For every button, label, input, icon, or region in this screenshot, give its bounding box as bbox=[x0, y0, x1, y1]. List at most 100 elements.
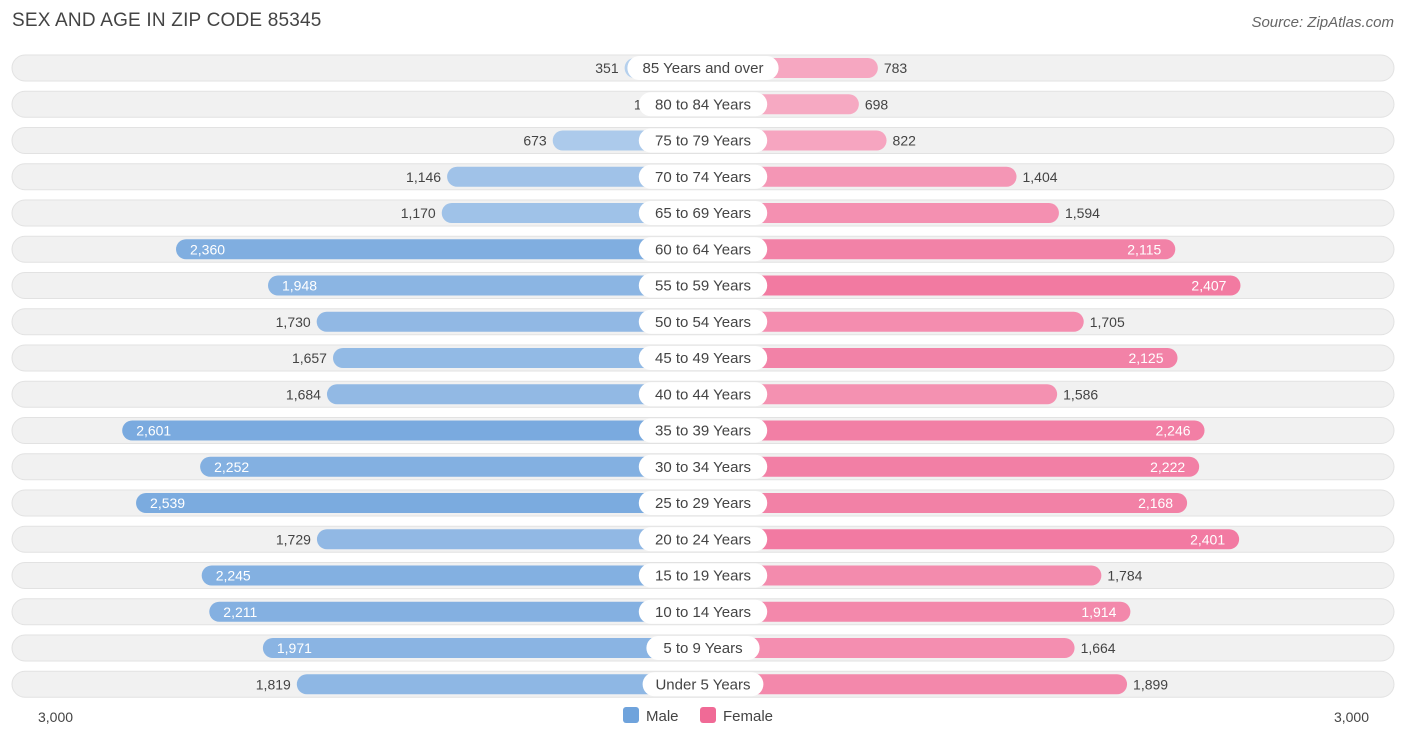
female-bar bbox=[693, 420, 1205, 441]
category-pill bbox=[638, 563, 768, 588]
category-pill bbox=[638, 491, 768, 515]
category-pill bbox=[638, 164, 768, 189]
category-label: 60 to 64 Years bbox=[655, 241, 751, 258]
male-value-label: 1,948 bbox=[282, 278, 317, 294]
category-pill bbox=[638, 527, 768, 552]
category-pill bbox=[638, 273, 768, 298]
male-bar bbox=[268, 275, 713, 296]
category-label: 85 Years and over bbox=[643, 60, 764, 77]
category-pill bbox=[627, 56, 779, 80]
female-bar bbox=[693, 239, 1176, 260]
legend-male-swatch bbox=[623, 707, 639, 723]
female-bar bbox=[693, 348, 1178, 368]
category-pill bbox=[646, 636, 760, 660]
category-label: 10 to 14 Years bbox=[655, 604, 751, 621]
male-value-label: 1,657 bbox=[292, 350, 327, 366]
male-value-label: 2,211 bbox=[223, 604, 257, 620]
female-value-label: 2,125 bbox=[1128, 350, 1163, 366]
male-value-label: 2,245 bbox=[216, 568, 251, 584]
category-label: 40 to 44 Years bbox=[655, 386, 751, 403]
category-pill bbox=[638, 237, 768, 262]
male-value-label: 1,819 bbox=[256, 676, 291, 692]
chart-source: Source: ZipAtlas.com bbox=[1251, 14, 1394, 31]
male-bar bbox=[136, 493, 713, 513]
category-pill bbox=[642, 672, 764, 697]
female-value-label: 1,404 bbox=[1023, 169, 1058, 185]
female-value-label: 2,168 bbox=[1138, 495, 1173, 511]
male-bar bbox=[200, 456, 713, 477]
male-bar bbox=[326, 384, 713, 405]
female-value-label: 1,705 bbox=[1090, 314, 1125, 330]
male-bar bbox=[209, 601, 714, 622]
male-bar bbox=[316, 311, 713, 332]
category-label: 75 to 79 Years bbox=[655, 133, 751, 150]
category-label: 50 to 54 Years bbox=[655, 314, 751, 331]
male-bar bbox=[201, 565, 713, 586]
female-value-label: 1,899 bbox=[1133, 676, 1168, 692]
female-value-label: 2,401 bbox=[1190, 531, 1225, 547]
male-value-label: 2,539 bbox=[150, 495, 185, 511]
male-bar bbox=[296, 674, 713, 695]
female-bar bbox=[693, 203, 1059, 223]
category-pill bbox=[638, 599, 768, 624]
female-bar bbox=[693, 565, 1102, 586]
female-bar bbox=[693, 166, 1017, 187]
female-bar bbox=[693, 311, 1084, 332]
female-value-label: 1,586 bbox=[1063, 386, 1098, 402]
category-pill bbox=[638, 418, 768, 443]
female-bar bbox=[693, 384, 1058, 405]
female-bar bbox=[693, 275, 1241, 296]
female-bar bbox=[693, 674, 1128, 695]
male-value-label: 2,252 bbox=[214, 459, 249, 475]
category-label: 15 to 19 Years bbox=[655, 568, 751, 585]
male-value-label: 1,729 bbox=[276, 531, 311, 547]
category-pill bbox=[638, 309, 768, 334]
category-pill bbox=[638, 128, 768, 153]
male-value-label: 1,146 bbox=[406, 169, 441, 185]
female-bar bbox=[693, 529, 1240, 550]
female-value-label: 2,115 bbox=[1127, 241, 1161, 257]
chart-title: SEX AND AGE IN ZIP CODE 85345 bbox=[12, 10, 322, 31]
female-value-label: 1,594 bbox=[1065, 205, 1100, 221]
male-value-label: 1,684 bbox=[286, 386, 321, 402]
category-label: 70 to 74 Years bbox=[655, 169, 751, 186]
female-bar bbox=[693, 456, 1200, 477]
female-bar bbox=[693, 493, 1188, 513]
category-label: 20 to 24 Years bbox=[655, 531, 751, 548]
male-bar bbox=[332, 348, 713, 368]
category-label: 30 to 34 Years bbox=[655, 459, 751, 476]
category-pill bbox=[638, 92, 768, 117]
male-value-label: 1,730 bbox=[276, 314, 311, 330]
male-bar bbox=[262, 638, 713, 658]
female-value-label: 822 bbox=[893, 133, 917, 149]
legend-female-label: Female bbox=[723, 708, 773, 725]
female-value-label: 1,784 bbox=[1107, 568, 1142, 584]
axis-min-label: 3,000 bbox=[38, 709, 73, 725]
male-value-label: 2,601 bbox=[136, 423, 171, 439]
male-bar bbox=[176, 239, 714, 260]
male-value-label: 673 bbox=[523, 133, 547, 149]
category-pill bbox=[638, 346, 768, 370]
female-value-label: 698 bbox=[865, 96, 889, 112]
female-value-label: 2,407 bbox=[1191, 278, 1226, 294]
category-label: 55 to 59 Years bbox=[655, 278, 751, 295]
legend-male-label: Male bbox=[646, 708, 679, 725]
male-bar bbox=[122, 420, 713, 441]
male-value-label: 1,170 bbox=[401, 205, 436, 221]
female-bar bbox=[693, 638, 1075, 658]
male-value-label: 2,360 bbox=[190, 241, 225, 257]
category-pill bbox=[638, 201, 768, 225]
category-label: 35 to 39 Years bbox=[655, 423, 751, 440]
category-label: 65 to 69 Years bbox=[655, 205, 751, 222]
male-value-label: 351 bbox=[595, 60, 619, 76]
male-value-label: 1,971 bbox=[277, 640, 312, 656]
category-label: 5 to 9 Years bbox=[663, 640, 742, 657]
female-value-label: 2,246 bbox=[1155, 423, 1190, 439]
female-value-label: 1,914 bbox=[1081, 604, 1116, 620]
female-bar bbox=[693, 601, 1131, 622]
category-pill bbox=[638, 382, 768, 407]
female-value-label: 1,664 bbox=[1081, 640, 1116, 656]
category-label: 80 to 84 Years bbox=[655, 96, 751, 113]
male-bar bbox=[316, 529, 713, 550]
